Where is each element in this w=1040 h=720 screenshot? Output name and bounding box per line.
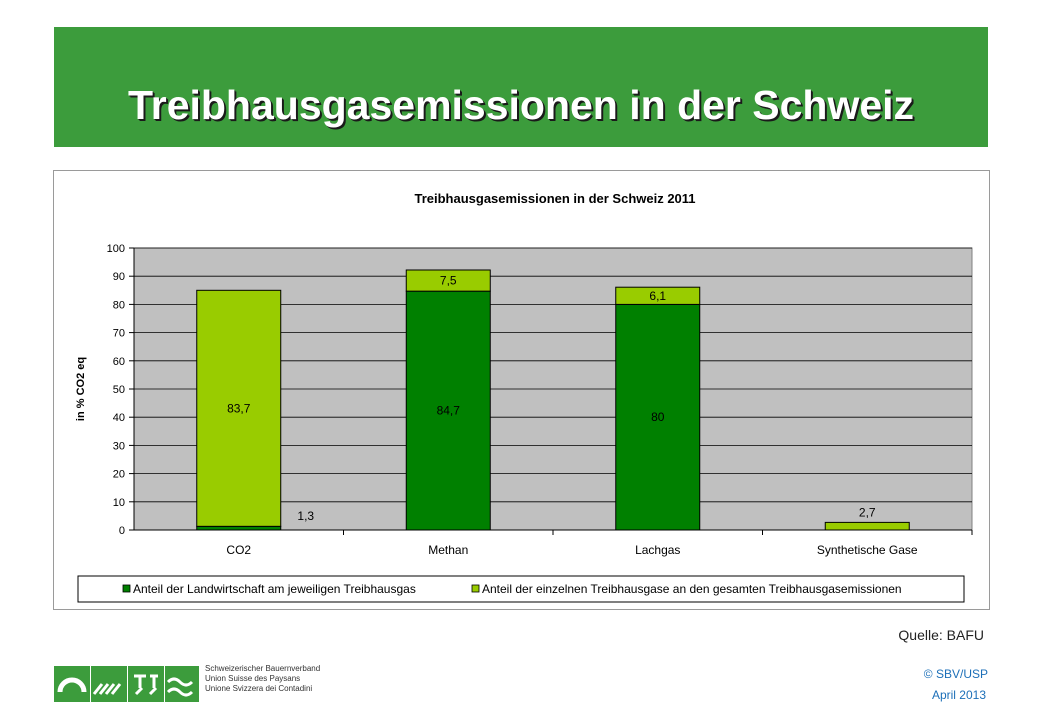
y-tick-label: 90 bbox=[113, 271, 125, 283]
x-tick-label: Synthetische Gase bbox=[817, 543, 918, 557]
chart-title: Treibhausgasemissionen in der Schweiz 20… bbox=[414, 191, 695, 206]
data-label: 83,7 bbox=[227, 401, 251, 415]
org-names: Schweizerischer Bauernverband Union Suis… bbox=[205, 664, 320, 694]
legend-swatch bbox=[122, 584, 131, 593]
title-banner: Treibhausgasemissionen in der Schweiz bbox=[54, 27, 988, 147]
bar-segment bbox=[615, 286, 701, 305]
data-label: 1,3 bbox=[297, 509, 314, 523]
x-tick-label: Lachgas bbox=[635, 543, 680, 557]
org-name-it: Unione Svizzera dei Contadini bbox=[205, 684, 313, 693]
data-label: 6,1 bbox=[649, 289, 666, 303]
y-tick-label: 60 bbox=[113, 356, 125, 368]
sbv-logo-icon bbox=[54, 666, 199, 702]
slide-title: Treibhausgasemissionen in der Schweiz bbox=[127, 82, 915, 128]
bar-segment bbox=[405, 269, 491, 292]
y-tick-label: 80 bbox=[113, 299, 125, 311]
y-tick-label: 20 bbox=[113, 469, 125, 481]
bar-segment bbox=[615, 303, 701, 531]
copyright-note: © SBV/USP bbox=[923, 667, 988, 681]
y-tick-label: 0 bbox=[119, 525, 125, 537]
legend-box bbox=[77, 575, 965, 603]
y-axis-label: in % CO2 eq bbox=[75, 357, 87, 421]
chart-container: Treibhausgasemissionen in der Schweiz 20… bbox=[53, 170, 990, 610]
legend-swatch bbox=[471, 584, 480, 593]
y-tick-label: 10 bbox=[113, 497, 125, 509]
y-tick-label: 70 bbox=[113, 328, 125, 340]
x-tick-label: CO2 bbox=[226, 543, 251, 557]
data-label: 7,5 bbox=[440, 274, 457, 288]
y-tick-label: 30 bbox=[113, 440, 125, 452]
bar-segment bbox=[196, 289, 282, 527]
y-tick-label: 40 bbox=[113, 412, 125, 424]
data-label: 2,7 bbox=[859, 505, 876, 519]
y-tick-label: 50 bbox=[113, 384, 125, 396]
y-tick-label: 100 bbox=[107, 243, 125, 255]
chart-svg: Treibhausgasemissionen in der Schweiz 20… bbox=[75, 191, 973, 603]
bar-segment bbox=[824, 521, 910, 531]
legend-label: Anteil der Landwirtschaft am jeweiligen … bbox=[133, 582, 416, 596]
org-name-fr: Union Suisse des Paysans bbox=[205, 674, 301, 683]
source-note: Quelle: BAFU bbox=[898, 627, 984, 643]
x-tick-label: Methan bbox=[428, 543, 468, 557]
data-label: 84,7 bbox=[437, 404, 461, 418]
date-note: April 2013 bbox=[931, 688, 986, 702]
data-label: 80 bbox=[651, 410, 665, 424]
legend-label: Anteil der einzelnen Treibhausgase an de… bbox=[482, 582, 902, 596]
bar-segment bbox=[405, 290, 491, 531]
org-name-de: Schweizerischer Bauernverband bbox=[205, 664, 321, 673]
bar-segment bbox=[196, 525, 282, 531]
